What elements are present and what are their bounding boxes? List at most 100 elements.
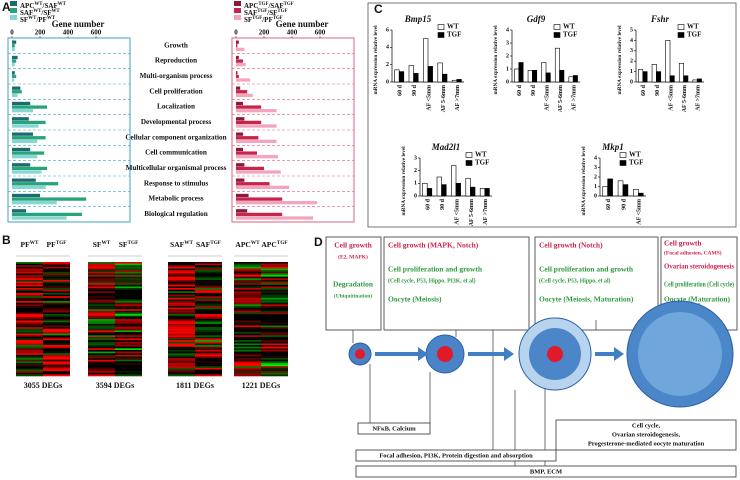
heatmap-cell	[88, 278, 115, 281]
heatmap-cell	[16, 353, 43, 356]
heatmap-cell	[16, 278, 43, 281]
heatmap-cell	[195, 294, 222, 297]
heatmap-cell	[234, 359, 261, 362]
heatmap-cell	[195, 359, 222, 362]
heatmap-cell	[261, 366, 288, 369]
heatmap-cell	[234, 351, 261, 354]
heatmap-cell	[234, 294, 261, 297]
heatmap-cell	[195, 278, 222, 281]
heatmap-cell	[234, 354, 261, 357]
heatmap-cell	[261, 284, 288, 287]
heatmap-cell	[43, 266, 70, 269]
bar	[12, 216, 67, 220]
heatmap-cell	[43, 305, 70, 308]
heatmap-cell	[115, 327, 142, 330]
heatmap-cell	[195, 346, 222, 349]
pathway-text: NFκB, Calcium	[372, 425, 416, 432]
heatmap-cell	[43, 351, 70, 354]
bar	[559, 70, 565, 83]
heatmap-cell	[88, 359, 115, 362]
heatmap-cell	[88, 283, 115, 286]
y-tick-label: 3	[594, 165, 597, 171]
heatmap-cell	[16, 299, 43, 302]
heatmap-cell	[168, 338, 195, 341]
heatmap-cell	[195, 309, 222, 312]
heatmap-cell	[261, 270, 288, 273]
heatmap-cell	[115, 288, 142, 290]
heatmap-cell	[261, 273, 288, 276]
heatmap-cell	[16, 336, 43, 339]
heatmap-cell	[234, 262, 261, 264]
y-tick-label: 0	[506, 79, 509, 85]
heatmap-cell	[261, 327, 288, 330]
bar	[427, 66, 433, 83]
heatmap-cell	[115, 263, 142, 266]
category-label: Response to stimulus	[144, 179, 209, 187]
heatmap-cell	[115, 341, 142, 344]
legend-label: TGF	[629, 159, 643, 167]
heatmap-cell	[43, 278, 70, 281]
legend-label: APCWT/SAFWT	[20, 2, 67, 10]
heatmap-cell	[234, 312, 261, 315]
bar	[12, 155, 38, 159]
heatmap-cell	[16, 292, 43, 295]
legend-swatch	[234, 1, 241, 6]
stage-text: Ovarian steroidogenesis	[664, 263, 734, 271]
legend-swatch	[10, 8, 17, 13]
heatmap-cell	[88, 336, 115, 339]
heatmap-cell	[115, 301, 142, 304]
heatmap-cell	[16, 302, 43, 305]
category-label: Cellular component organization	[125, 133, 226, 141]
heatmap-cell	[16, 317, 43, 320]
heatmap-cell	[261, 319, 288, 321]
bar	[12, 166, 47, 171]
pathway-text: Focal adhesion, PI3K, Protein digestion …	[379, 452, 533, 459]
heatmap-cell	[261, 289, 288, 292]
legend-label: WT	[563, 23, 575, 31]
heatmap-cell	[16, 345, 43, 347]
heatmap-cell	[195, 323, 222, 326]
heatmap-cell	[16, 266, 43, 269]
heatmap-cell	[261, 279, 288, 282]
bar	[236, 201, 318, 205]
category-label: Biological regulation	[144, 210, 208, 218]
heatmap-cell	[195, 319, 222, 321]
heatmap-cell	[43, 374, 70, 377]
heatmap-label: SFTGF	[119, 240, 139, 249]
legend-swatch	[234, 15, 241, 20]
heatmap-cell	[234, 289, 261, 292]
heatmap-cell	[88, 322, 115, 325]
x-tick-label: 60 d	[426, 198, 432, 210]
heatmap-cell	[195, 288, 222, 290]
heatmap-cell	[168, 278, 195, 281]
bar	[236, 71, 238, 75]
bar	[12, 93, 18, 97]
heatmap-cell	[195, 297, 222, 300]
heatmap-cell	[261, 351, 288, 354]
heatmap-cell	[234, 275, 261, 277]
heatmap-cell	[43, 349, 70, 352]
heatmap-cell	[16, 301, 43, 304]
heatmap-cell	[234, 307, 261, 310]
chart-title: Mad2l1	[431, 142, 461, 152]
bar	[12, 120, 46, 125]
bar	[442, 73, 448, 83]
bar	[12, 193, 40, 198]
heatmap-cell	[88, 315, 115, 318]
bar	[12, 124, 39, 128]
bar	[692, 79, 698, 83]
heatmap-cell	[168, 314, 195, 317]
heatmap-cell	[16, 310, 43, 313]
heatmap-cell	[195, 349, 222, 352]
heatmap-cell	[261, 371, 288, 374]
heatmap-cell	[168, 320, 195, 323]
heatmap-cell	[115, 291, 142, 294]
x-tick-label: AF <5mm	[426, 85, 432, 111]
heatmap-cell	[261, 346, 288, 349]
legend-swatch	[437, 32, 445, 38]
heatmap-cell	[115, 367, 142, 370]
x-tick-label: 400	[63, 29, 74, 37]
heatmap-cell	[168, 265, 195, 268]
heatmap-cell	[195, 348, 222, 351]
heatmap-cell	[234, 366, 261, 369]
